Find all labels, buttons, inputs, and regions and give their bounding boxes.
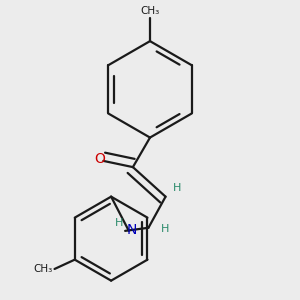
Text: O: O <box>94 152 105 166</box>
Text: H: H <box>161 224 169 234</box>
Text: N: N <box>127 223 137 237</box>
Text: H: H <box>115 218 124 228</box>
Text: H: H <box>173 183 182 193</box>
Text: CH₃: CH₃ <box>34 264 53 274</box>
Text: CH₃: CH₃ <box>140 6 160 16</box>
